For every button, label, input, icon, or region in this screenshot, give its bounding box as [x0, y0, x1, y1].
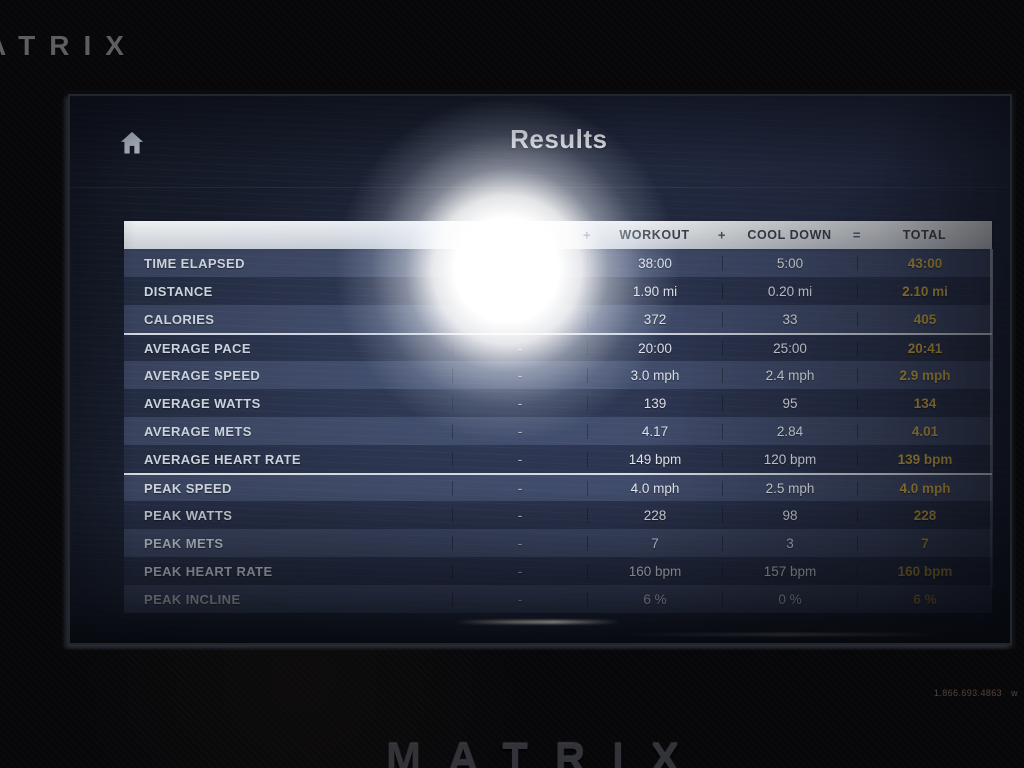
table-row: PEAK METS - 7 3 7 [124, 529, 992, 557]
results-table-body: TIME ELAPSED 38:00 5:00 43:00 DISTANCE 1… [124, 249, 992, 613]
cell-warmup: - [452, 507, 587, 523]
cell-cooldown: 0.20 mi [722, 283, 857, 299]
results-table-header: WORKOUT COOL DOWN TOTAL + + = [124, 221, 992, 249]
row-label: PEAK WATTS [144, 507, 233, 523]
support-phone-suffix: w [1011, 688, 1018, 698]
console-screen: Results WORKOUT COOL DOWN TOTAL + + = TI… [68, 94, 1012, 645]
cell-cooldown: 33 [722, 311, 857, 327]
cell-workout: 7 [587, 535, 722, 551]
cell-workout: 6 % [587, 591, 722, 607]
cell-workout: 149 bpm [587, 451, 722, 467]
table-row: PEAK INCLINE - 6 % 0 % 6 % [124, 585, 992, 613]
row-label: AVERAGE HEART RATE [144, 451, 301, 467]
column-header-total: TOTAL [902, 228, 947, 242]
cell-workout: 160 bpm [587, 563, 722, 579]
cell-warmup: - [452, 451, 587, 467]
screen-header: Results [70, 96, 1010, 188]
table-row: PEAK SPEED - 4.0 mph 2.5 mph 4.0 mph [124, 473, 992, 501]
cell-total: 2.10 mi [857, 283, 992, 299]
cell-total: 43:00 [857, 255, 992, 271]
cell-warmup: - [452, 591, 587, 607]
cell-cooldown: 157 bpm [722, 563, 857, 579]
table-row: PEAK HEART RATE - 160 bpm 157 bpm 160 bp… [124, 557, 992, 585]
cell-warmup: - [452, 423, 587, 439]
cell-warmup: - [452, 340, 587, 356]
cell-warmup: - [452, 535, 587, 551]
cell-warmup: - [452, 480, 587, 496]
table-row: TIME ELAPSED 38:00 5:00 43:00 [124, 249, 992, 277]
cell-total: 228 [857, 507, 992, 523]
cell-cooldown: 5:00 [722, 255, 857, 271]
row-label: AVERAGE METS [144, 423, 252, 439]
cell-cooldown: 2.84 [722, 423, 857, 439]
row-label: AVERAGE PACE [144, 340, 251, 356]
row-label: PEAK SPEED [144, 480, 232, 496]
cell-workout: 3.0 mph [587, 367, 722, 383]
cell-cooldown: 0 % [722, 591, 857, 607]
row-label: TIME ELAPSED [144, 255, 245, 271]
cell-total: 405 [857, 311, 992, 327]
bezel-light-streak [620, 633, 950, 636]
cell-workout: 20:00 [587, 340, 722, 356]
home-icon [120, 131, 144, 153]
cell-warmup: - [452, 395, 587, 411]
table-row: AVERAGE PACE - 20:00 25:00 20:41 [124, 333, 992, 361]
support-phone-number: 1.866.693.4863 [933, 688, 1003, 698]
cell-warmup: - [452, 367, 587, 383]
row-label: AVERAGE SPEED [144, 367, 261, 383]
cell-workout: 139 [587, 395, 722, 411]
matrix-logo-top: ATRIX [0, 30, 138, 61]
cell-total: 160 bpm [857, 563, 992, 579]
cell-total: 139 bpm [857, 451, 992, 467]
plus-operator: + [582, 227, 592, 243]
results-table: WORKOUT COOL DOWN TOTAL + + = TIME ELAPS… [124, 221, 993, 613]
cell-total: 7 [857, 535, 992, 551]
row-label: PEAK INCLINE [144, 591, 241, 607]
cell-total: 6 % [857, 591, 992, 607]
bezel-light-streak [455, 620, 620, 624]
table-row: PEAK WATTS - 228 98 228 [124, 501, 992, 529]
equals-operator: = [852, 227, 862, 243]
cell-cooldown: 25:00 [722, 340, 857, 356]
cell-total: 134 [857, 395, 992, 411]
cell-workout: 372 [587, 311, 722, 327]
cell-total: 2.9 mph [857, 367, 992, 383]
column-header-cooldown: COOL DOWN [747, 228, 832, 242]
page-title: Results [510, 124, 608, 154]
cell-workout: 4.17 [587, 423, 722, 439]
cell-cooldown: 2.4 mph [722, 367, 857, 383]
row-label: AVERAGE WATTS [144, 395, 261, 411]
cell-workout: 228 [587, 507, 722, 523]
table-row: AVERAGE HEART RATE - 149 bpm 120 bpm 139… [124, 445, 992, 473]
table-row: AVERAGE METS - 4.17 2.84 4.01 [124, 417, 992, 445]
column-header-workout: WORKOUT [619, 228, 690, 242]
cell-cooldown: 95 [722, 395, 857, 411]
cell-cooldown: 2.5 mph [722, 480, 857, 496]
home-button[interactable] [116, 128, 148, 160]
cell-cooldown: 120 bpm [722, 451, 857, 467]
cell-workout: 4.0 mph [587, 480, 722, 496]
cell-workout: 1.90 mi [587, 283, 722, 299]
plus-operator: + [717, 227, 727, 243]
cell-workout: 38:00 [587, 255, 722, 271]
cell-warmup: - [452, 563, 587, 579]
scrollbar[interactable] [990, 249, 993, 587]
table-row: CALORIES 372 33 405 [124, 305, 992, 333]
matrix-logo-bottom: MATRIX [386, 735, 706, 768]
row-label: PEAK HEART RATE [144, 563, 273, 579]
table-row: AVERAGE WATTS - 139 95 134 [124, 389, 992, 417]
row-label: PEAK METS [144, 535, 224, 551]
cell-cooldown: 3 [722, 535, 857, 551]
cell-total: 20:41 [857, 340, 992, 356]
cell-total: 4.01 [857, 423, 992, 439]
row-label: CALORIES [144, 311, 215, 327]
table-row: AVERAGE SPEED - 3.0 mph 2.4 mph 2.9 mph [124, 361, 992, 389]
support-phone: 1.866.693.4863 w [934, 688, 1018, 698]
table-row: DISTANCE 1.90 mi 0.20 mi 2.10 mi [124, 277, 992, 305]
row-label: DISTANCE [144, 283, 213, 299]
cell-cooldown: 98 [722, 507, 857, 523]
cell-total: 4.0 mph [857, 480, 992, 496]
